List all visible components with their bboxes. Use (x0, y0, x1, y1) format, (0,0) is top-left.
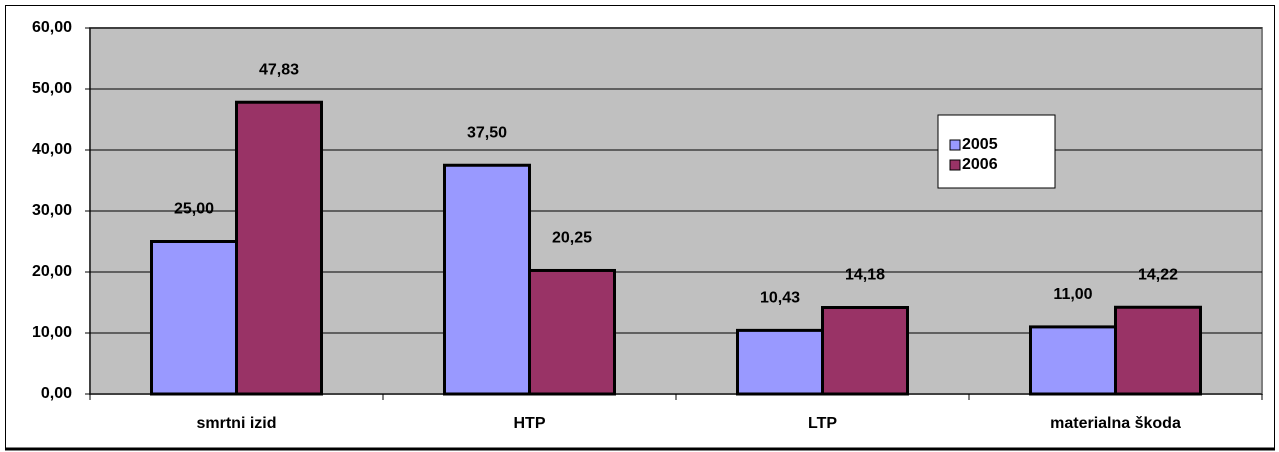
y-tick-label: 20,00 (32, 263, 72, 280)
y-tick-label: 60,00 (32, 19, 72, 36)
value-label: 14,22 (1138, 266, 1178, 283)
legend-label: 2005 (962, 136, 998, 153)
bar (150, 240, 238, 396)
x-tick-label: materialna škoda (1050, 415, 1181, 432)
value-label: 11,00 (1053, 286, 1092, 303)
legend-label: 2006 (962, 156, 998, 173)
y-tick-label: 50,00 (32, 80, 72, 97)
legend-swatch (949, 139, 961, 151)
legend-box (937, 114, 1056, 189)
value-label: 10,43 (760, 290, 800, 307)
bar (1029, 325, 1117, 396)
value-label: 20,25 (552, 230, 592, 247)
value-label: 37,50 (467, 124, 507, 141)
y-tick-label: 40,00 (32, 141, 72, 158)
y-tick-label: 10,00 (32, 324, 72, 341)
x-tick-label: LTP (808, 415, 837, 432)
legend-swatch (949, 159, 961, 171)
y-tick-label: 0,00 (41, 385, 72, 402)
y-tick-label: 30,00 (32, 202, 72, 219)
bar (443, 163, 531, 396)
value-label: 47,83 (259, 61, 299, 78)
bar (235, 100, 323, 396)
value-label: 25,00 (174, 201, 214, 218)
bar (821, 306, 909, 396)
bar (528, 268, 616, 396)
bar (1114, 305, 1202, 396)
x-tick-label: smrtni izid (196, 415, 276, 432)
value-label: 14,18 (845, 267, 885, 284)
bar (736, 328, 824, 396)
x-tick-label: HTP (514, 415, 546, 432)
